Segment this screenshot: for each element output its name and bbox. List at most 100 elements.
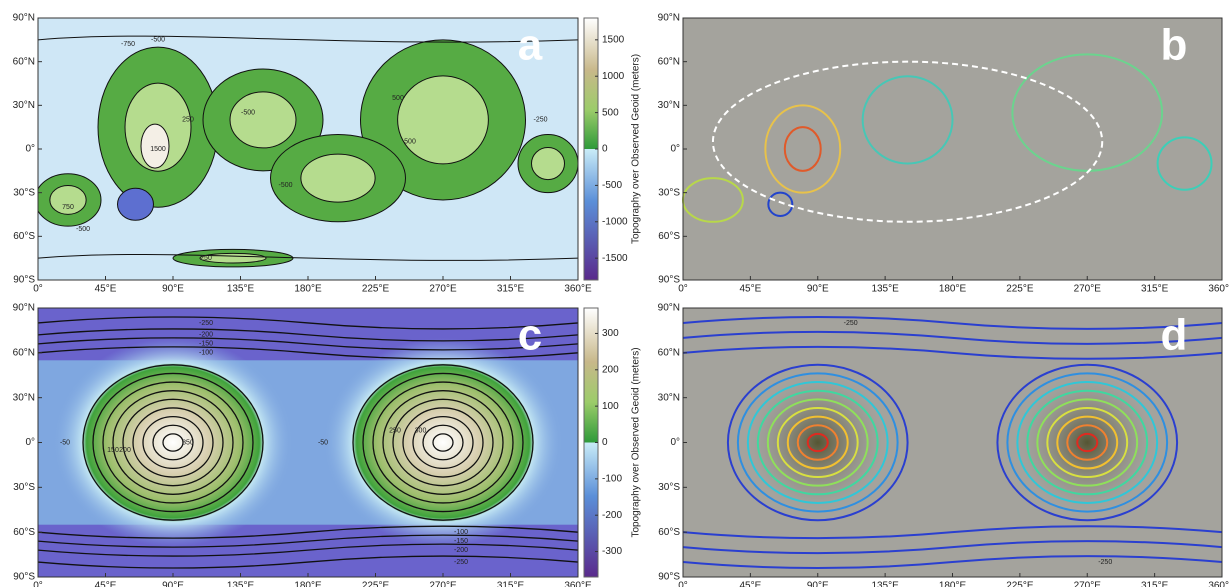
x-tick-label: 180°E — [939, 581, 967, 587]
x-tick-label: 45°E — [739, 284, 761, 295]
colorbar-tick-label: 300 — [602, 328, 619, 339]
colorbar-tick-label: -500 — [602, 180, 622, 191]
background — [683, 18, 1222, 280]
colorbar-tick-label: 100 — [602, 401, 619, 412]
low — [118, 188, 154, 220]
contour-label: -750 — [121, 41, 135, 48]
colorbar-label: Topography over Observed Geoid (meters) — [631, 347, 642, 537]
y-tick-label: 90°N — [13, 303, 35, 314]
x-tick-label: 180°E — [294, 581, 322, 587]
colorbar-tick-label: 0 — [602, 437, 608, 448]
contour-label: 350 — [182, 439, 194, 446]
x-tick-label: 90°E — [807, 284, 829, 295]
y-tick-label: 90°N — [658, 13, 680, 24]
x-tick-label: 45°E — [739, 581, 761, 587]
terrain — [398, 76, 489, 164]
y-tick-label: 60°S — [658, 231, 680, 242]
y-tick-label: 60°S — [13, 527, 35, 538]
contour-label: -200 — [454, 547, 468, 554]
x-tick-label: 90°E — [162, 581, 184, 587]
y-tick-label: 0° — [25, 144, 35, 155]
x-tick-label: 135°E — [227, 581, 255, 587]
map-panel — [38, 308, 578, 577]
y-tick-label: 90°N — [658, 303, 680, 314]
contour-label: 750 — [62, 204, 74, 211]
contour-label: -250 — [533, 117, 547, 124]
x-tick-label: 180°E — [939, 284, 967, 295]
terrain — [230, 92, 296, 148]
x-tick-label: 270°E — [429, 581, 457, 587]
terrain — [301, 154, 375, 202]
x-tick-label: 360°E — [1208, 581, 1229, 587]
y-tick-label: 30°N — [658, 392, 680, 403]
map-panel — [683, 18, 1222, 280]
contour-label: 200 — [119, 447, 131, 454]
y-tick-label: 30°S — [13, 187, 35, 198]
contour-label: -50 — [318, 439, 328, 446]
contour-label: 150 — [107, 447, 119, 454]
y-tick-label: 0° — [25, 437, 35, 448]
x-tick-label: 90°E — [807, 581, 829, 587]
contour-label: -100 — [199, 350, 213, 357]
colorbar-tick-label: -300 — [602, 546, 622, 557]
contour-label: -50 — [60, 439, 70, 446]
figure: a 0° 45°E 90°E 135°E 180°E 225°E 270°E 315°E 360°… — [0, 0, 1229, 587]
colorbar-tick-label: 1000 — [602, 71, 625, 82]
contour-label: -200 — [199, 332, 213, 339]
x-tick-label: 270°E — [1074, 284, 1102, 295]
contour-label: -250 — [454, 559, 468, 566]
y-tick-label: 30°N — [13, 100, 35, 111]
contour-label: -500 — [278, 182, 292, 189]
contour-label: -150 — [199, 341, 213, 348]
contour-label: -250 — [1098, 559, 1112, 566]
map-panel — [683, 308, 1222, 577]
y-tick-label: 30°S — [658, 482, 680, 493]
colorbar-tick-label: -1500 — [602, 253, 628, 264]
contour-label: -500 — [241, 109, 255, 116]
contour-label: 500 — [404, 139, 416, 146]
x-tick-label: 315°E — [1141, 284, 1169, 295]
colorbar-tick-label: -100 — [602, 473, 622, 484]
x-tick-label: 225°E — [362, 581, 390, 587]
y-tick-label: 60°N — [13, 56, 35, 67]
x-tick-label: 135°E — [871, 581, 899, 587]
colorbar-label: Topography over Observed Geoid (meters) — [631, 54, 642, 244]
y-tick-label: 30°S — [13, 482, 35, 493]
colorbar-tick-label: 0 — [602, 144, 608, 155]
y-tick-label: 60°S — [658, 527, 680, 538]
panel-letter: a — [518, 21, 543, 70]
contour-label: -250 — [844, 320, 858, 327]
x-tick-label: 45°E — [95, 581, 117, 587]
contour-label: 300 — [415, 427, 427, 434]
terrain — [532, 148, 565, 180]
y-tick-label: 30°N — [658, 100, 680, 111]
x-tick-label: 180°E — [294, 284, 322, 295]
y-tick-label: 30°S — [658, 187, 680, 198]
contour-label: -250 — [199, 320, 213, 327]
panel-letter: c — [518, 311, 542, 360]
x-tick-label: 225°E — [1006, 581, 1034, 587]
colorbar-tick-label: 1500 — [602, 34, 625, 45]
y-tick-label: 0° — [670, 437, 680, 448]
y-tick-label: 90°S — [13, 275, 35, 286]
dome — [53, 338, 293, 547]
map-panel — [35, 18, 578, 280]
contour-label: -500 — [151, 37, 165, 44]
colorbar-tick-label: 500 — [602, 107, 619, 118]
panel-letter: b — [1161, 21, 1188, 70]
contour-label: 500 — [392, 95, 404, 102]
y-tick-label: 60°N — [658, 347, 680, 358]
x-tick-label: 360°E — [564, 581, 592, 587]
y-tick-label: 60°S — [13, 231, 35, 242]
x-tick-label: 360°E — [1208, 284, 1229, 295]
y-tick-label: 0° — [670, 144, 680, 155]
y-tick-label: 90°S — [658, 572, 680, 583]
contour-label: 250 — [200, 255, 212, 262]
colorbar-tick-label: -200 — [602, 510, 622, 521]
x-tick-label: 315°E — [497, 581, 525, 587]
dome — [323, 338, 563, 547]
x-tick-label: 315°E — [497, 284, 525, 295]
contour-label: -100 — [454, 529, 468, 536]
x-tick-label: 270°E — [1074, 581, 1102, 587]
x-tick-label: 225°E — [1006, 284, 1034, 295]
